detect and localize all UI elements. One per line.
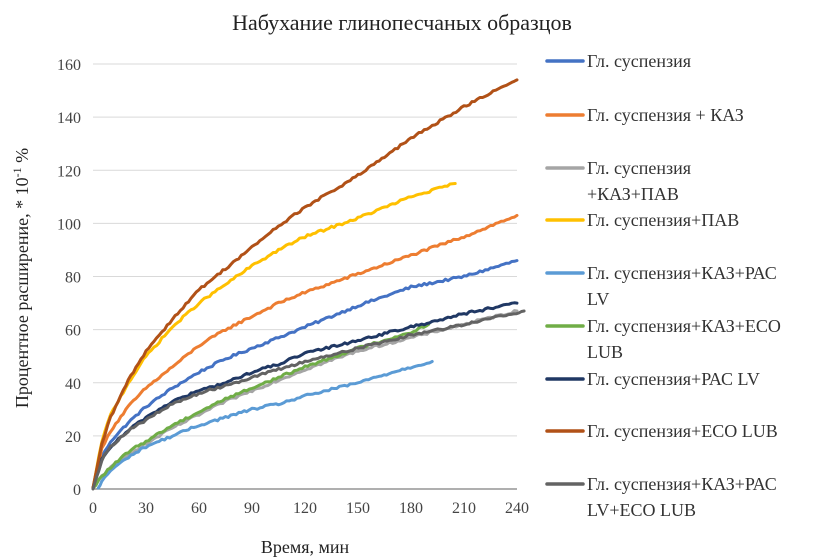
y-tick-label: 140 bbox=[57, 110, 81, 127]
series-line bbox=[91, 322, 431, 490]
legend-label: Гл. суспензия bbox=[587, 158, 691, 178]
y-tick-label: 0 bbox=[73, 482, 81, 499]
legend-label: Гл. суспензия+КАЗ+РАС bbox=[587, 263, 777, 283]
legend-item: Гл. суспензия+ПАВ bbox=[545, 210, 739, 230]
series-line bbox=[91, 78, 519, 490]
x-tick-label: 120 bbox=[293, 500, 317, 517]
y-axis-label-main: Процентное расширение, * 10 bbox=[12, 177, 32, 408]
legend-item: Гл. суспензия+ЕСО LUB bbox=[545, 421, 778, 441]
legend-item: Гл. суспензия+КАЗ+ЕСО LUB bbox=[545, 316, 781, 362]
legend-item: Гл. суспензия + КАЗ bbox=[545, 105, 744, 125]
legend-item: Гл. суспензия+РАС LV bbox=[545, 369, 760, 389]
legend-item: Гл. суспензия +КАЗ+ПАВ bbox=[545, 158, 691, 204]
x-axis-ticks: 0 30 60 90 120 150 180 210 240 bbox=[89, 500, 529, 517]
series-line bbox=[91, 259, 519, 490]
legend-item: Гл. суспензия+КАЗ+РАС LV bbox=[545, 263, 777, 309]
legend-label: Гл. суспензия+ЕСО LUB bbox=[587, 421, 778, 441]
y-axis-ticks: 0 20 40 60 80 100 120 140 160 bbox=[57, 57, 81, 499]
series-line bbox=[91, 182, 457, 490]
y-axis-label: Процентное расширение, * 10-1 % bbox=[10, 148, 32, 408]
chart-legend: Гл. суспензия Гл. суспензия + КАЗ Гл. сусп… bbox=[545, 51, 781, 520]
x-tick-label: 240 bbox=[505, 500, 529, 517]
legend-label: LV+ЕСО LUB bbox=[587, 500, 696, 520]
legend-label: Гл. суспензия bbox=[587, 51, 691, 71]
legend-label: Гл. суспензия+КАЗ+ЕСО bbox=[587, 316, 781, 336]
legend-label: Гл. суспензия+КАЗ+РАС bbox=[587, 474, 777, 494]
y-tick-label: 40 bbox=[65, 376, 81, 393]
y-tick-label: 20 bbox=[65, 429, 81, 446]
legend-label: LUB bbox=[587, 342, 623, 362]
y-tick-label: 60 bbox=[65, 323, 81, 340]
x-tick-label: 0 bbox=[89, 500, 97, 517]
y-tick-label: 120 bbox=[57, 163, 81, 180]
chart-title: Набухание глинопесчаных образцов bbox=[232, 10, 572, 35]
series-lines bbox=[91, 78, 526, 491]
y-axis-label-unit: % bbox=[12, 148, 32, 168]
legend-label: LV bbox=[587, 289, 609, 309]
x-tick-label: 30 bbox=[138, 500, 154, 517]
legend-item: Гл. суспензия bbox=[545, 51, 691, 71]
x-tick-label: 210 bbox=[452, 500, 476, 517]
x-tick-label: 150 bbox=[346, 500, 370, 517]
series-line bbox=[91, 301, 519, 490]
legend-label: Гл. суспензия + КАЗ bbox=[587, 105, 744, 125]
x-tick-label: 60 bbox=[191, 500, 207, 517]
x-tick-label: 90 bbox=[244, 500, 260, 517]
y-tick-label: 100 bbox=[57, 216, 81, 233]
x-axis-label: Время, мин bbox=[261, 537, 350, 557]
series-line bbox=[96, 360, 434, 490]
legend-item: Гл. суспензия+КАЗ+РАС LV+ЕСО LUB bbox=[545, 474, 777, 520]
legend-label: +КАЗ+ПАВ bbox=[587, 184, 679, 204]
legend-label: Гл. суспензия+РАС LV bbox=[587, 369, 760, 389]
y-axis-label-superscript: -1 bbox=[10, 167, 24, 177]
legend-label: Гл. суспензия+ПАВ bbox=[587, 210, 739, 230]
x-tick-label: 180 bbox=[399, 500, 423, 517]
series-line bbox=[91, 309, 526, 491]
y-tick-label: 160 bbox=[57, 57, 81, 74]
y-tick-label: 80 bbox=[65, 270, 81, 287]
series-line bbox=[91, 213, 519, 490]
